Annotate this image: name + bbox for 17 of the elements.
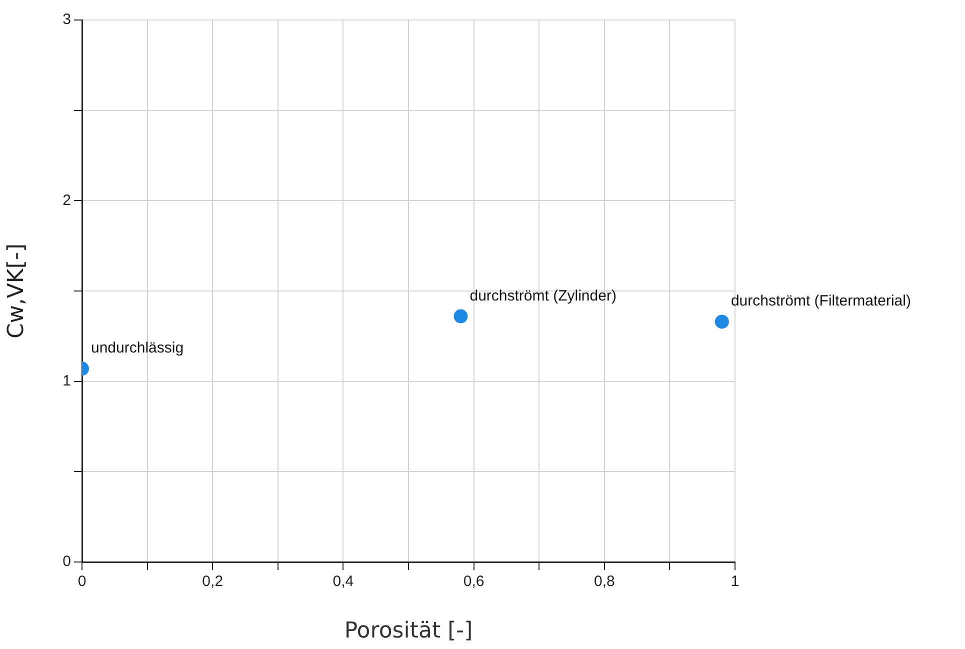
x-tick-label: 0,4 bbox=[332, 573, 354, 590]
point bbox=[714, 314, 729, 329]
x-axis-title: Porosität [-] bbox=[344, 618, 473, 644]
y-axis-title: Cw,VK[-] bbox=[4, 244, 29, 338]
annotation: durchströmt (Filtermaterial) bbox=[730, 292, 911, 310]
y-tick-label: 3 bbox=[62, 11, 71, 28]
point bbox=[454, 309, 468, 324]
x-tick-label: 0,8 bbox=[594, 573, 615, 590]
annotation: durchströmt (Zylinder) bbox=[470, 287, 616, 304]
x-tick-label: 0,6 bbox=[463, 573, 484, 590]
x-tick-label: 1 bbox=[730, 573, 740, 590]
x-tick-label: 0 bbox=[78, 573, 86, 590]
y-tick-label: 0 bbox=[62, 553, 71, 570]
y-tick-label: 2 bbox=[62, 192, 71, 209]
x-tick-label: 0,2 bbox=[202, 573, 224, 590]
y-tick-label: 1 bbox=[62, 372, 71, 390]
annotation: undurchlässig bbox=[91, 340, 184, 357]
